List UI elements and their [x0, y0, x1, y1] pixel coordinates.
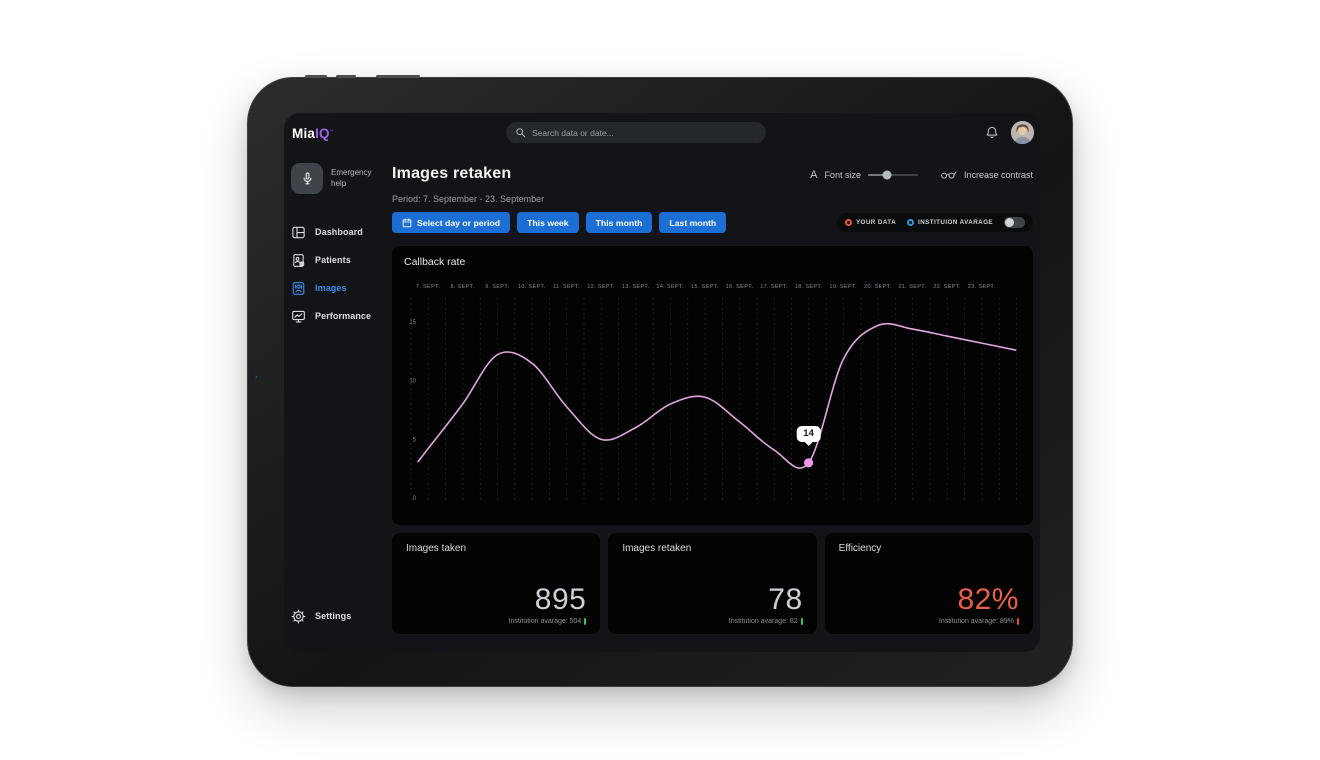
svg-text:14. SEPT.: 14. SEPT.	[656, 284, 684, 290]
app-logo: MiaIQ™	[292, 126, 334, 141]
font-size-label: Font size	[824, 170, 861, 180]
user-avatar[interactable]	[1011, 121, 1034, 144]
sidebar-item-label: Patients	[315, 255, 351, 265]
trend-up-icon	[800, 618, 803, 625]
institution-average-toggle[interactable]	[1004, 217, 1025, 228]
last-month-button[interactable]: Last month	[659, 212, 727, 233]
sidebar-nav: Dashboard Patients	[284, 218, 390, 330]
svg-text:20. SEPT.: 20. SEPT.	[864, 284, 892, 290]
this-month-button[interactable]: This month	[585, 212, 653, 233]
sidebar-item-label: Settings	[315, 611, 352, 621]
card-title: Images taken	[406, 543, 467, 554]
microphone-icon[interactable]	[291, 163, 323, 194]
card-value: 895	[534, 583, 587, 616]
kpi-cards: Images taken 895 Institution avarage: 50…	[392, 533, 1033, 634]
sidebar-item-images[interactable]: Images	[284, 274, 390, 302]
svg-text:23. SEPT.: 23. SEPT.	[968, 284, 996, 290]
filter-row: Select day or period This week This mont…	[392, 212, 1033, 233]
card-title: Images retaken	[622, 543, 692, 554]
trend-up-icon	[584, 618, 587, 625]
increase-contrast-control[interactable]: Increase contrast	[940, 170, 1033, 180]
select-day-or-period-button[interactable]: Select day or period	[392, 212, 511, 233]
font-size-icon: A	[810, 169, 818, 181]
svg-text:21. SEPT.: 21. SEPT.	[899, 284, 927, 290]
svg-text:15. SEPT.: 15. SEPT.	[691, 284, 719, 290]
images-scan-icon	[291, 281, 306, 296]
card-images-retaken: Images retaken 78 Institution avarage: 8…	[608, 533, 817, 634]
institution-ring-icon	[907, 219, 915, 226]
calendar-icon	[402, 217, 412, 228]
trend-down-icon	[1016, 618, 1019, 625]
card-value: 78	[768, 583, 803, 616]
callback-rate-chart: Callback rate 7. SEPT. 8. SEPT. 9. SEPT. 10…	[392, 246, 1033, 525]
legend-your-data[interactable]: YOUR DATA	[844, 219, 896, 226]
card-subtext: Institution avarage: 89%	[939, 618, 1019, 625]
tablet-top-button	[376, 75, 420, 78]
chart-tooltip: 14	[796, 425, 821, 443]
svg-text:5: 5	[413, 437, 417, 443]
svg-text:18. SEPT.: 18. SEPT.	[795, 284, 823, 290]
svg-text:13. SEPT.: 13. SEPT.	[622, 284, 650, 290]
chart-legend: YOUR DATA INSTITUION AVARAGE	[836, 213, 1033, 232]
line-chart-canvas: 7. SEPT. 8. SEPT. 9. SEPT. 10. SEPT. 11. SEP…	[409, 284, 1017, 503]
logo-trademark: ™	[329, 128, 334, 134]
card-subtext: Institution avarage: 504	[509, 618, 587, 625]
card-title: Efficiency	[838, 543, 882, 554]
svg-text:8. SEPT.: 8. SEPT.	[451, 284, 475, 290]
svg-text:16. SEPT.: 16. SEPT.	[726, 284, 754, 290]
slider-knob[interactable]	[882, 170, 892, 180]
legend-institution-average[interactable]: INSTITUION AVARAGE	[907, 219, 993, 226]
tablet-volume-button	[336, 75, 356, 78]
svg-text:12. SEPT.: 12. SEPT.	[587, 284, 615, 290]
filter-buttons: Select day or period This week This mont…	[392, 212, 727, 233]
emergency-help-label: Emergency help	[331, 168, 372, 188]
svg-text:10: 10	[409, 379, 416, 385]
sidebar-item-settings[interactable]: Settings	[284, 602, 390, 630]
svg-text:10. SEPT.: 10. SEPT.	[518, 284, 546, 290]
svg-text:15: 15	[409, 320, 416, 326]
font-size-control[interactable]: A Font size	[810, 169, 918, 181]
card-images-taken: Images taken 895 Institution avarage: 50…	[392, 533, 601, 634]
svg-text:11. SEPT.: 11. SEPT.	[553, 284, 580, 290]
sidebar-settings: Settings	[284, 602, 390, 630]
sidebar-item-label: Dashboard	[315, 227, 363, 237]
sidebar-item-patients[interactable]: Patients	[284, 246, 390, 274]
font-size-slider[interactable]	[867, 170, 918, 180]
chart-title: Callback rate	[404, 256, 466, 268]
tablet-frame: › MiaIQ™	[247, 75, 1073, 687]
svg-text:22. SEPT.: 22. SEPT.	[933, 284, 961, 290]
svg-text:0: 0	[413, 496, 417, 502]
accessibility-controls: A Font size Increase contrast	[810, 169, 1033, 181]
gear-icon	[291, 609, 306, 624]
app-screen: MiaIQ™	[284, 113, 1040, 652]
card-efficiency: Efficiency 82% Institution avarage: 89%	[824, 533, 1033, 634]
patients-icon	[291, 253, 306, 268]
svg-text:17. SEPT.: 17. SEPT.	[760, 284, 788, 290]
emergency-help[interactable]: Emergency help	[291, 163, 379, 194]
chevron-right-icon: ›	[255, 374, 258, 381]
card-subtext: Institution avarage: 82	[729, 618, 803, 625]
svg-text:7. SEPT.: 7. SEPT.	[416, 284, 440, 290]
search-bar[interactable]	[506, 122, 766, 143]
search-icon	[515, 127, 526, 138]
your-data-ring-icon	[844, 219, 852, 226]
svg-text:19. SEPT.: 19. SEPT.	[829, 284, 857, 290]
increase-contrast-label: Increase contrast	[963, 170, 1033, 180]
card-value: 82%	[957, 583, 1019, 616]
dashboard-icon	[291, 225, 306, 240]
sidebar-item-dashboard[interactable]: Dashboard	[284, 218, 390, 246]
sidebar-item-label: Images	[315, 283, 347, 293]
page-title: Images retaken	[392, 165, 512, 182]
notification-bell-icon[interactable]	[985, 125, 999, 140]
sidebar-item-performance[interactable]: Performance	[284, 302, 390, 330]
glasses-icon	[940, 170, 957, 180]
search-input[interactable]	[532, 127, 757, 138]
performance-icon	[291, 309, 306, 324]
period-label: Period: 7. September - 23. September	[392, 194, 545, 204]
sidebar-item-label: Performance	[315, 311, 372, 321]
this-week-button[interactable]: This week	[517, 212, 579, 233]
tablet-volume-button	[305, 75, 327, 78]
svg-text:9. SEPT.: 9. SEPT.	[485, 284, 509, 290]
